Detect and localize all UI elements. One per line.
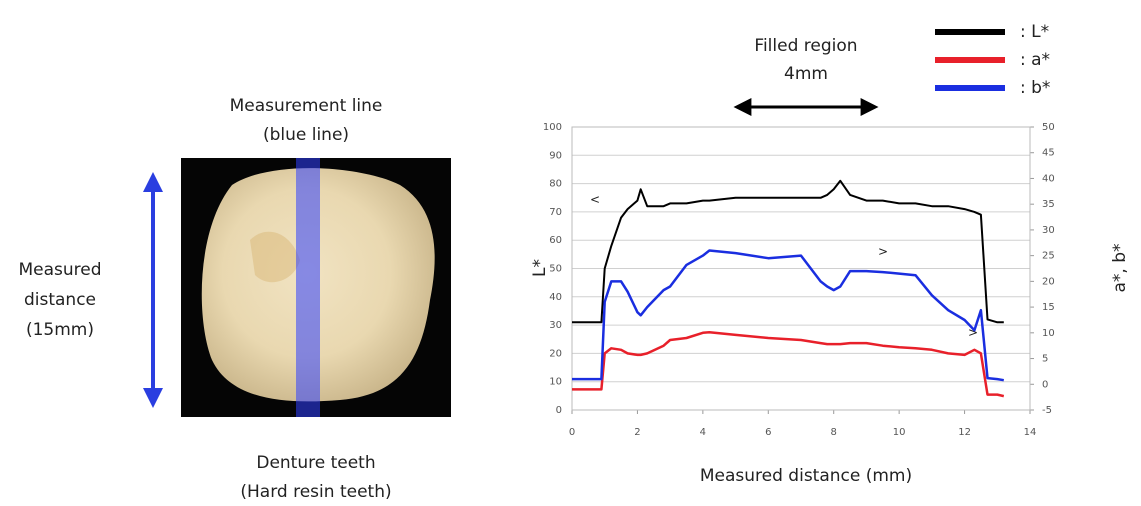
legend-label: : L* bbox=[1020, 22, 1049, 42]
photo-label: distance bbox=[24, 290, 96, 310]
y2-tick-label: 10 bbox=[1042, 328, 1055, 339]
x-tick-label: 6 bbox=[765, 427, 771, 438]
y-tick-label: 90 bbox=[549, 150, 562, 161]
series-marker: > bbox=[878, 245, 888, 259]
x-tick-label: 0 bbox=[569, 427, 575, 438]
series-marker: > bbox=[968, 326, 978, 340]
y-tick-label: 60 bbox=[549, 235, 562, 246]
y-tick-label: 80 bbox=[549, 179, 562, 190]
series-marker: < bbox=[590, 193, 600, 207]
x-tick-label: 8 bbox=[831, 427, 837, 438]
plot-frame bbox=[571, 126, 1031, 411]
y-tick-label: 50 bbox=[549, 264, 562, 275]
y2-tick-label: 0 bbox=[1042, 379, 1048, 390]
y-tick-label: 100 bbox=[543, 122, 562, 133]
y2-axis-label: a*, b* bbox=[1110, 243, 1130, 292]
annotation: Filled region bbox=[754, 36, 857, 56]
photo-label: (blue line) bbox=[263, 125, 349, 145]
y2-tick-label: 50 bbox=[1042, 122, 1055, 133]
x-tick-label: 4 bbox=[700, 427, 706, 438]
y2-tick-label: 5 bbox=[1042, 354, 1048, 365]
x-tick-label: 2 bbox=[634, 427, 640, 438]
y2-tick-label: 15 bbox=[1042, 302, 1055, 313]
y2-tick-label: 40 bbox=[1042, 173, 1055, 184]
y-tick-label: 10 bbox=[549, 377, 562, 388]
series-line bbox=[572, 331, 1005, 398]
legend-label: : b* bbox=[1020, 78, 1050, 98]
legend-label: : a* bbox=[1020, 50, 1050, 70]
y-tick-label: 20 bbox=[549, 348, 562, 359]
y-tick-label: 30 bbox=[549, 320, 562, 331]
photo-label: (Hard resin teeth) bbox=[240, 482, 391, 502]
y2-tick-label: 30 bbox=[1042, 225, 1055, 236]
x-axis-label: Measured distance (mm) bbox=[700, 466, 912, 486]
x-tick-label: 14 bbox=[1024, 427, 1037, 438]
y2-tick-label: 35 bbox=[1042, 199, 1055, 210]
tooth-groove bbox=[250, 231, 300, 283]
photo-label: Measurement line bbox=[230, 96, 383, 116]
y2-tick-label: -5 bbox=[1042, 405, 1052, 416]
y-tick-label: 40 bbox=[549, 292, 562, 303]
photo-label: (15mm) bbox=[26, 320, 94, 340]
y-tick-label: 70 bbox=[549, 207, 562, 218]
series-line bbox=[572, 179, 1004, 324]
y2-tick-label: 45 bbox=[1042, 148, 1055, 159]
annotation: 4mm bbox=[784, 64, 828, 84]
photo-label: Denture teeth bbox=[256, 453, 375, 473]
x-tick-label: 10 bbox=[893, 427, 906, 438]
x-tick-label: 12 bbox=[958, 427, 971, 438]
y2-tick-label: 20 bbox=[1042, 276, 1055, 287]
y2-tick-label: 25 bbox=[1042, 251, 1055, 262]
measurement-line bbox=[296, 158, 320, 417]
y-tick-label: 0 bbox=[556, 405, 562, 416]
photo-label: Measured bbox=[18, 260, 101, 280]
series-line bbox=[572, 249, 1005, 382]
y-axis-label: L* bbox=[530, 259, 550, 277]
